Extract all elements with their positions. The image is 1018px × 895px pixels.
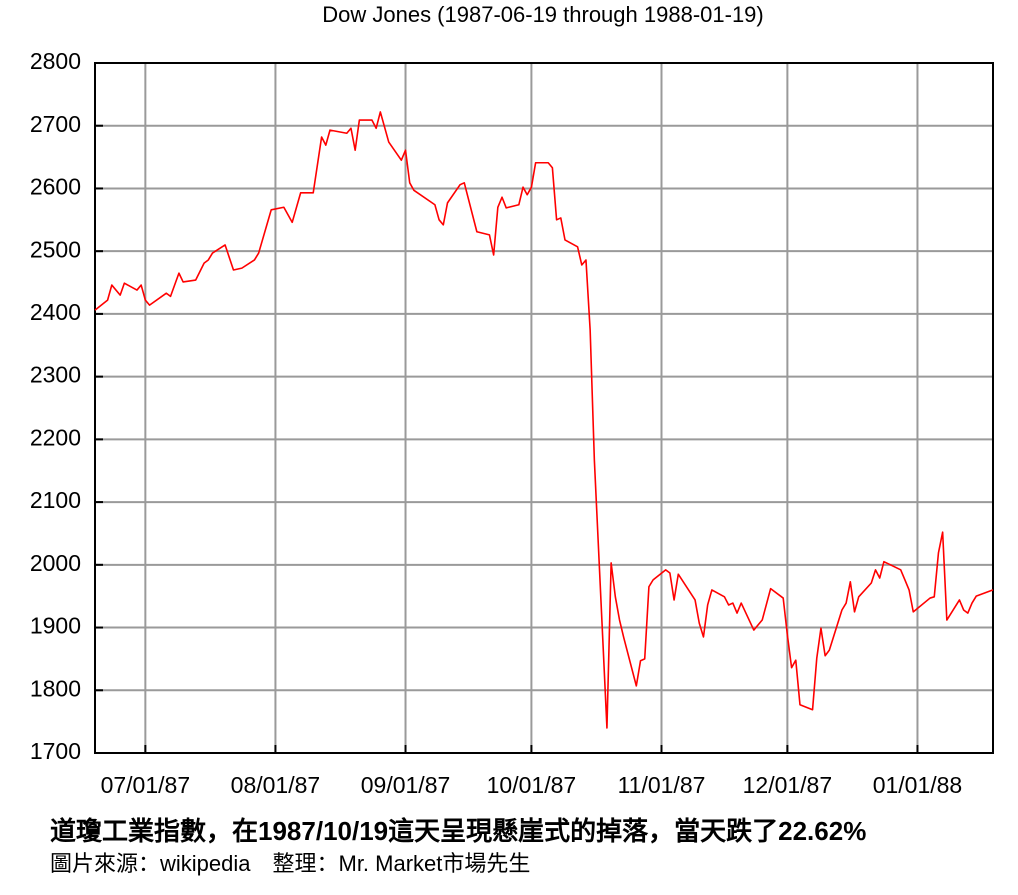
- x-tick-label: 10/01/87: [487, 772, 577, 798]
- y-tick-label: 2200: [30, 424, 81, 450]
- y-tick-label: 2000: [30, 550, 81, 576]
- x-tick-label: 07/01/87: [101, 772, 191, 798]
- x-tick-label: 11/01/87: [618, 772, 706, 798]
- y-tick-label: 2400: [30, 299, 81, 325]
- plot-frame: [94, 62, 994, 754]
- y-tick-label: 2800: [30, 48, 81, 74]
- y-tick-label: 1700: [30, 738, 81, 764]
- y-tick-label: 2500: [30, 236, 81, 262]
- y-tick-label: 2700: [30, 111, 81, 137]
- y-tick-label: 2600: [30, 174, 81, 200]
- data-line: [94, 111, 994, 729]
- caption: 道瓊工業指數，在1987/10/19這天呈現懸崖式的掉落，當天跌了22.62%: [50, 816, 866, 846]
- x-tick-label: 08/01/87: [231, 772, 321, 798]
- chart-title: Dow Jones (1987-06-19 through 1988-01-19…: [322, 2, 764, 27]
- y-tick-label: 1800: [30, 675, 81, 701]
- x-tick-label: 01/01/88: [873, 772, 963, 798]
- y-tick-label: 2100: [30, 487, 81, 513]
- x-tick-label: 09/01/87: [361, 772, 451, 798]
- y-tick-label: 2300: [30, 362, 81, 388]
- y-tick-label: 1900: [30, 613, 81, 639]
- x-tick-label: 12/01/87: [743, 772, 833, 798]
- source: 圖片來源：wikipedia 整理：Mr. Market市場先生: [50, 851, 530, 876]
